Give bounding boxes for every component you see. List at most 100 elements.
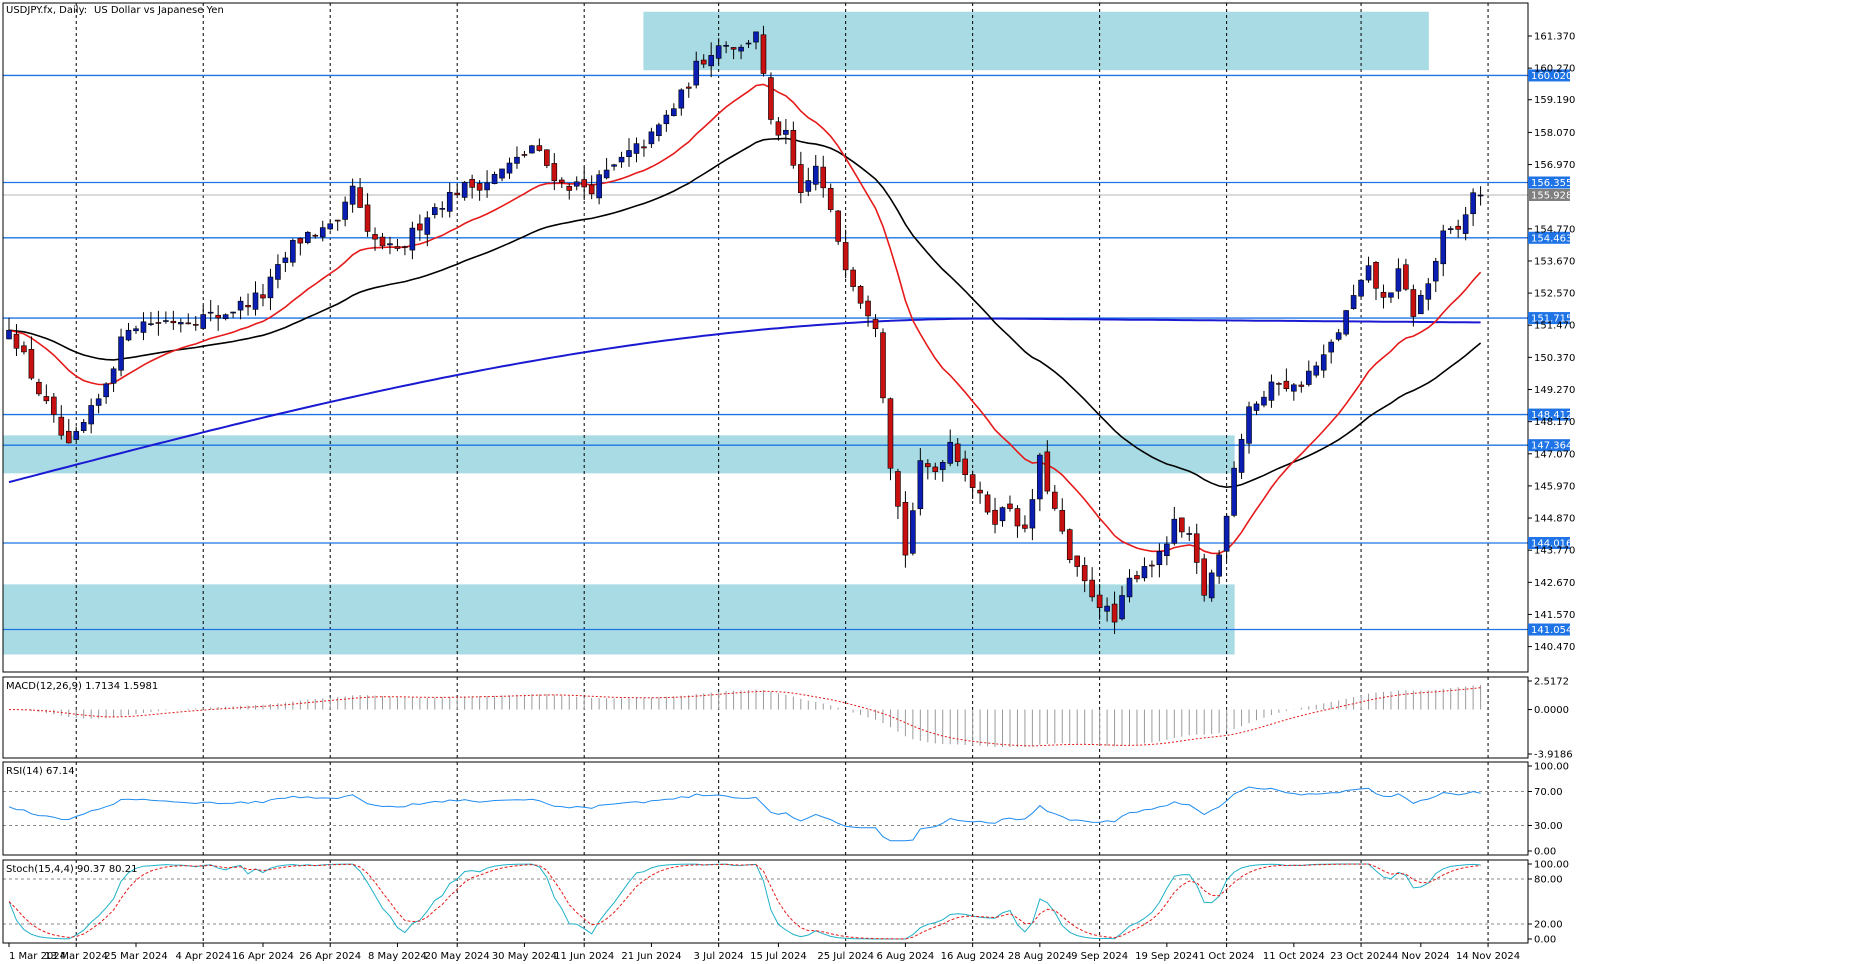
candle-body-38 [290, 240, 296, 263]
price-tick-3: 158.070 [1534, 128, 1575, 139]
price-tick-12: 147.070 [1534, 449, 1575, 460]
candle-body-67 [506, 162, 513, 174]
date-label-23: 14 Nov 2024 [1456, 951, 1520, 962]
candle-body-157 [1178, 517, 1185, 533]
candle-body-145 [1089, 579, 1095, 598]
candle-body-3 [28, 349, 35, 379]
candle-body-91 [685, 86, 692, 89]
price-tick-2: 159.190 [1534, 95, 1575, 106]
candle-body-62 [469, 178, 475, 188]
moving-averages-layer [8, 83, 1482, 555]
rsi-tick-2: 30.00 [1534, 821, 1563, 832]
candle-body-28 [215, 314, 221, 319]
price-tick-8: 151.470 [1534, 321, 1575, 332]
candle-body-104 [783, 129, 789, 135]
candle-body-20 [155, 322, 162, 324]
candle-body-147 [1104, 605, 1110, 612]
date-label-13: 25 Jul 2024 [817, 951, 874, 962]
candle-body-9 [73, 431, 80, 440]
price-tick-9: 150.370 [1534, 353, 1575, 364]
candle-body-93 [700, 59, 707, 65]
candle-body-39 [297, 238, 304, 244]
candle-body-75 [566, 185, 573, 191]
candle-body-192 [1440, 230, 1447, 265]
candle-body-29 [222, 314, 229, 319]
candle-body-58 [439, 208, 446, 210]
candle-body-120 [902, 501, 909, 556]
candles-layer [6, 25, 1484, 635]
candle-body-141 [1059, 510, 1066, 532]
candle-body-1 [13, 333, 20, 349]
price-tick-6: 153.670 [1534, 256, 1575, 267]
candle-body-41 [312, 234, 319, 237]
candle-body-31 [237, 300, 244, 311]
candle-body-46 [349, 185, 356, 205]
candle-body-6 [51, 396, 57, 415]
candle-body-194 [1455, 225, 1461, 230]
level-label-bg-7 [1528, 623, 1570, 636]
candle-body-92 [693, 60, 700, 86]
candle-body-144 [1081, 565, 1088, 582]
candle-body-107 [805, 180, 812, 192]
candle-body-179 [1343, 310, 1349, 335]
candle-body-188 [1410, 289, 1417, 317]
candle-body-53 [402, 246, 408, 248]
candle-body-34 [260, 294, 266, 299]
levels-layer [3, 74, 1528, 631]
candle-body-164 [1231, 467, 1237, 516]
price-tick-10: 149.270 [1534, 385, 1575, 396]
level-label-5: 147.364 [1531, 441, 1572, 452]
price-axis[interactable]: 160.020 156.355 154.463 151.715 148.412 147.3… [1528, 32, 1575, 946]
candle-body-136 [1022, 524, 1028, 529]
zone-2 [3, 584, 1235, 655]
candle-body-176 [1320, 354, 1327, 371]
macd-tick-1: 0.0000 [1534, 705, 1569, 716]
candle-body-172 [1291, 384, 1297, 392]
zone-0 [643, 11, 1429, 71]
date-label-9: 11 Jun 2024 [554, 951, 614, 962]
candle-body-137 [1029, 499, 1036, 529]
candle-body-103 [775, 121, 782, 136]
current-price-label: 155.928 [1531, 190, 1572, 201]
candle-body-139 [1044, 451, 1051, 492]
price-tick-18: 140.470 [1534, 642, 1575, 653]
candle-body-177 [1328, 341, 1334, 353]
candle-body-140 [1052, 491, 1058, 509]
level-label-3: 151.715 [1531, 314, 1572, 325]
candle-body-162 [1216, 554, 1222, 577]
candle-body-171 [1283, 380, 1290, 389]
candle-body-117 [880, 332, 886, 399]
candle-body-124 [932, 466, 939, 473]
candle-body-72 [544, 149, 550, 166]
level-label-4: 148.412 [1531, 410, 1572, 421]
ma-slow-line [8, 317, 1481, 484]
candle-body-105 [790, 130, 797, 166]
date-label-10: 21 Jun 2024 [621, 951, 681, 962]
candle-body-187 [1403, 264, 1409, 290]
candle-body-196 [1470, 192, 1476, 215]
rsi-tick-0: 100.00 [1534, 762, 1569, 773]
candle-body-101 [760, 34, 767, 74]
candle-body-32 [245, 305, 251, 308]
candle-body-134 [1007, 503, 1013, 509]
level-label-6: 144.016 [1531, 538, 1572, 549]
candle-body-123 [925, 463, 931, 468]
candle-body-175 [1313, 365, 1320, 376]
candle-body-16 [125, 329, 132, 341]
panel-frame-0 [2, 2, 1529, 673]
panel-frame-1 [2, 676, 1529, 759]
macd-signal-line [9, 687, 1481, 747]
date-label-8: 30 May 2024 [492, 951, 557, 962]
candle-body-96 [723, 45, 729, 47]
level-label-bg-1 [1528, 176, 1570, 189]
date-label-22: 4 Nov 2024 [1392, 951, 1450, 962]
candle-body-158 [1186, 533, 1193, 535]
stoch-tick-0: 100.00 [1534, 860, 1569, 871]
candle-body-17 [133, 328, 139, 332]
level-label-1: 156.355 [1531, 178, 1572, 189]
level-label-bg-6 [1528, 536, 1570, 549]
candle-body-98 [738, 46, 744, 52]
candle-body-111 [835, 210, 841, 242]
candle-body-84 [633, 143, 640, 154]
